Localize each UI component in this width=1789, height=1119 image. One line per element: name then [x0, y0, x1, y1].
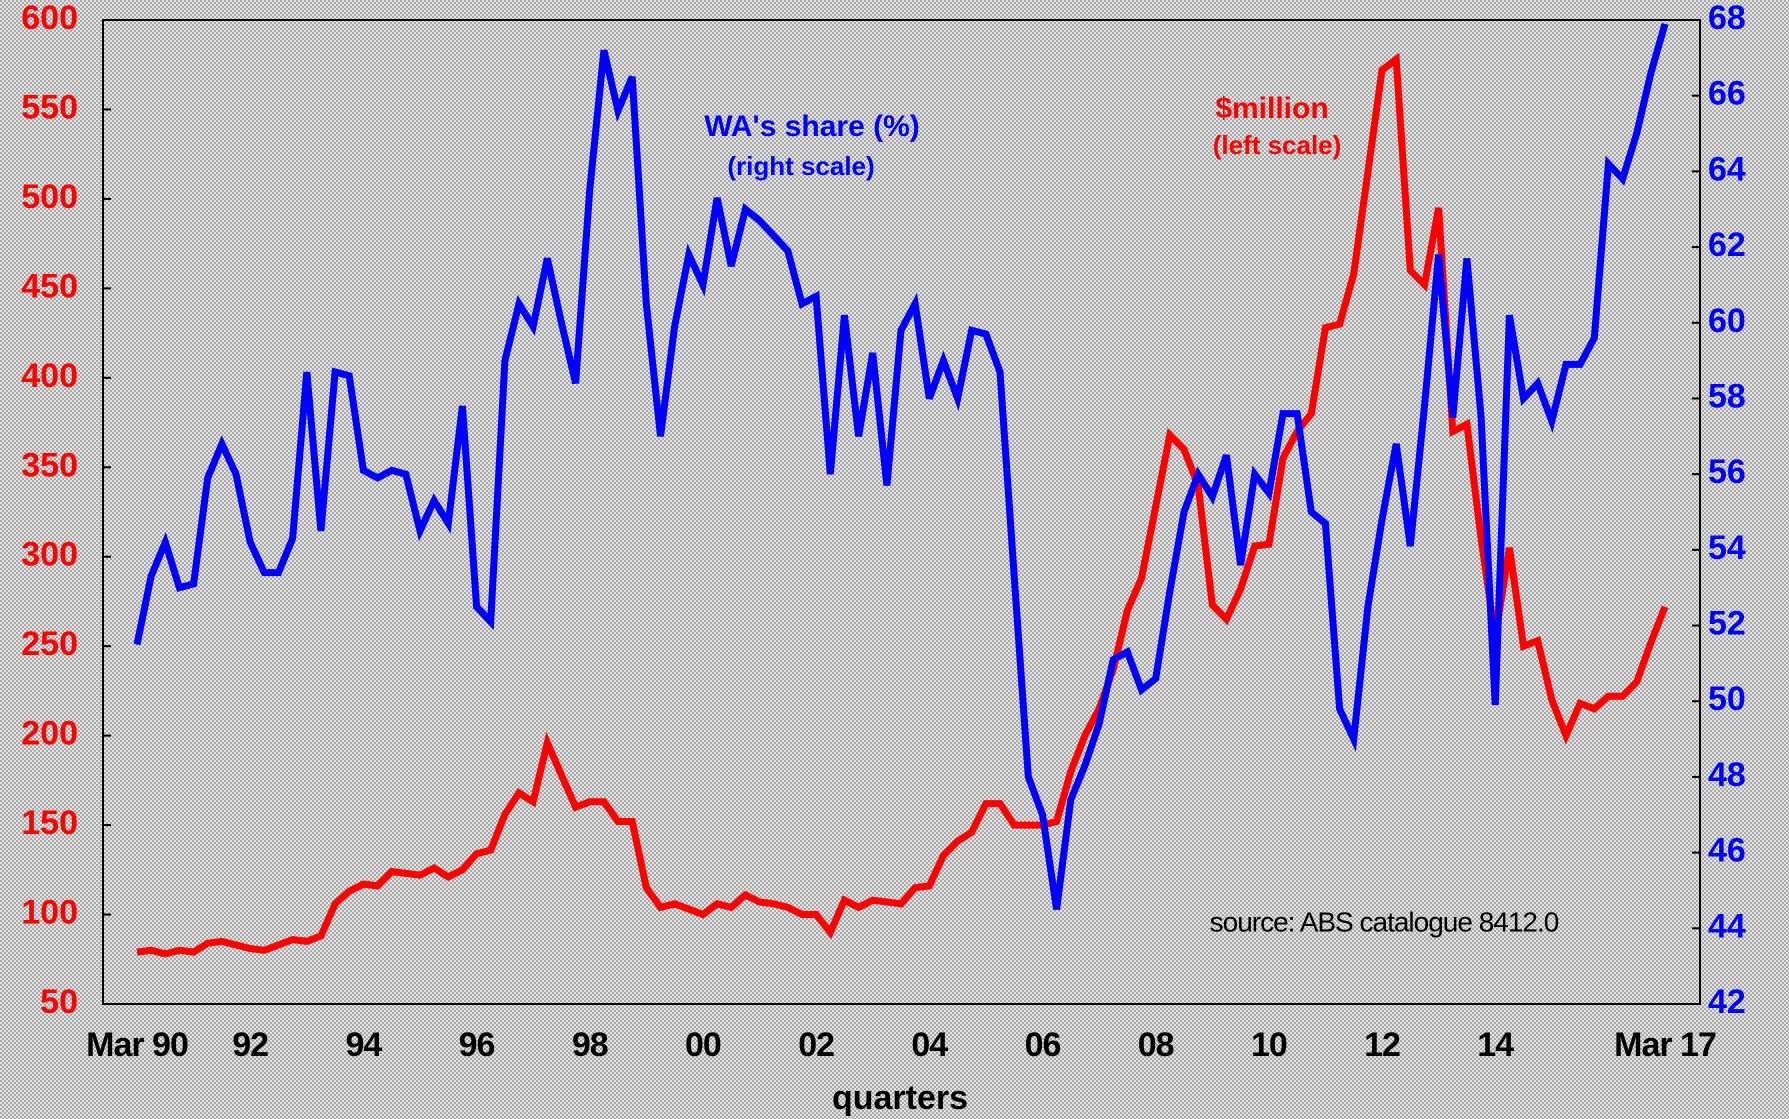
y-tick-label: 300	[21, 536, 78, 574]
x-tick-label: 92	[232, 1026, 268, 1064]
y2-tick-label: 52	[1708, 605, 1746, 643]
x-tick-label: 06	[1025, 1026, 1061, 1064]
annotation: (left scale)	[1213, 130, 1342, 160]
y2-tick-label: 60	[1708, 302, 1746, 340]
data-line	[136, 52, 1669, 958]
x-tick-label: 94	[345, 1026, 382, 1064]
annotation: $million	[1215, 92, 1328, 125]
annotation: (right scale)	[727, 151, 874, 181]
x-tick-label: 98	[572, 1026, 608, 1064]
x-axis-label: quarters	[832, 1079, 968, 1117]
data-line	[133, 22, 1669, 910]
y-tick-label: 500	[21, 178, 78, 216]
x-tick-label: 00	[685, 1026, 721, 1064]
y-tick-label: 600	[21, 0, 78, 37]
x-tick-label: 14	[1477, 1026, 1514, 1064]
y-tick-label: 50	[40, 983, 78, 1021]
y-tick-label: 550	[21, 88, 78, 126]
y2-tick-label: 44	[1708, 907, 1746, 945]
x-tick-label: Mar 17	[1614, 1026, 1716, 1064]
x-tick-label: 04	[911, 1026, 948, 1064]
y2-tick-label: 68	[1708, 0, 1746, 37]
y-tick-label: 100	[21, 894, 78, 932]
y-tick-label: 200	[21, 715, 78, 753]
y2-tick-label: 66	[1708, 75, 1746, 113]
y2-tick-label: 58	[1708, 377, 1746, 415]
x-tick-label: 96	[459, 1026, 495, 1064]
y-tick-label: 150	[21, 804, 78, 842]
y2-tick-label: 62	[1708, 226, 1746, 264]
y2-tick-label: 46	[1708, 832, 1746, 870]
x-tick-label: 12	[1364, 1026, 1400, 1064]
y-tick-label: 450	[21, 267, 78, 305]
source-note: source: ABS catalogue 8412.0	[1210, 906, 1559, 937]
y2-tick-label: 54	[1708, 529, 1746, 567]
y-tick-label: 350	[21, 446, 78, 484]
y-tick-label: 400	[21, 357, 78, 395]
x-tick-label: Mar 90	[86, 1026, 188, 1064]
y2-tick-label: 42	[1708, 983, 1746, 1021]
y2-tick-label: 56	[1708, 453, 1746, 491]
y2-tick-label: 50	[1708, 680, 1746, 718]
plot-frame	[102, 19, 1701, 1005]
annotation: WA's share (%)	[704, 110, 920, 143]
y2-tick-label: 64	[1708, 150, 1746, 188]
y-tick-label: 250	[21, 625, 78, 663]
y2-tick-label: 48	[1708, 756, 1746, 794]
x-tick-label: 02	[798, 1026, 834, 1064]
x-tick-label: 10	[1251, 1026, 1287, 1064]
x-tick-label: 08	[1138, 1026, 1174, 1064]
